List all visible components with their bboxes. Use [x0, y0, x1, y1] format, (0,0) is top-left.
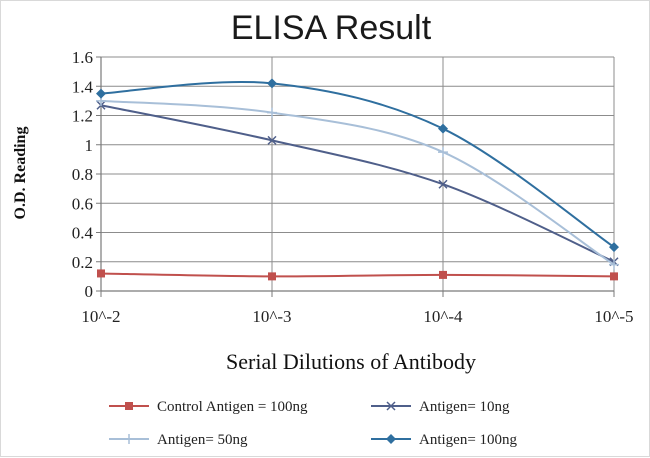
- square-marker: [97, 269, 105, 278]
- diamond-marker: [386, 434, 396, 444]
- legend-label: Antigen= 10ng: [419, 399, 510, 415]
- x-tick-label: 10^-2: [81, 307, 120, 326]
- y-tick-label: 1.4: [72, 77, 94, 96]
- x-marker: [386, 401, 396, 411]
- x-marker: [267, 135, 277, 145]
- x-tick-label: 10^-3: [252, 307, 291, 326]
- series-line: [100, 80, 615, 248]
- y-tick-label: 1.2: [72, 107, 93, 126]
- plus-marker: [438, 147, 448, 158]
- y-tick-label: 1: [85, 136, 94, 155]
- series-3: [96, 78, 619, 253]
- square-marker: [125, 402, 133, 410]
- y-axis-label: O.D. Reading: [12, 127, 29, 220]
- y-tick-label: 0.2: [72, 253, 93, 272]
- y-tick-label: 0.6: [72, 194, 93, 213]
- square-marker: [610, 272, 618, 281]
- legend-item: Antigen= 10ng: [371, 399, 510, 415]
- legend: Control Antigen = 100ng Antigen= 10ng Anti…: [109, 399, 518, 448]
- series-2: [96, 95, 619, 270]
- y-tick-label: 0.4: [72, 224, 94, 243]
- diamond-marker: [609, 242, 619, 253]
- series-line: [100, 99, 615, 266]
- x-tick-label: 10^-4: [423, 307, 463, 326]
- series-line: [100, 272, 615, 278]
- square-marker: [439, 270, 447, 279]
- legend-item: Antigen= 50ng: [109, 432, 248, 448]
- legend-label: Antigen= 100ng: [419, 432, 518, 448]
- legend-item: Antigen= 100ng: [371, 432, 518, 448]
- plus-marker: [267, 107, 277, 118]
- series-lines: [96, 78, 619, 281]
- legend-item: Control Antigen = 100ng: [109, 399, 308, 415]
- tick-labels: 0 0.2 0.4 0.6 0.8 1 1.2 1.4 1.6 10^-2 10^-3 10^-4 10…: [72, 48, 634, 326]
- x-axis-label: Serial Dilutions of Antibody: [226, 349, 476, 374]
- y-tick-label: 0: [85, 282, 94, 301]
- legend-label: Antigen= 50ng: [157, 432, 248, 448]
- gridlines: [101, 56, 615, 291]
- plus-marker: [124, 434, 134, 444]
- series-0: [97, 269, 618, 281]
- legend-label: Control Antigen = 100ng: [157, 399, 308, 415]
- series-line: [100, 104, 615, 263]
- y-tick-label: 1.6: [72, 48, 93, 67]
- diamond-marker: [267, 78, 277, 89]
- y-tick-label: 0.8: [72, 165, 93, 184]
- chart-title: ELISA Result: [231, 9, 432, 47]
- diamond-marker: [438, 123, 448, 134]
- plus-marker: [609, 259, 619, 270]
- x-marker: [438, 179, 448, 189]
- square-marker: [268, 272, 276, 281]
- x-tick-label: 10^-5: [594, 307, 633, 326]
- diamond-marker: [96, 88, 106, 99]
- axes: [96, 56, 615, 297]
